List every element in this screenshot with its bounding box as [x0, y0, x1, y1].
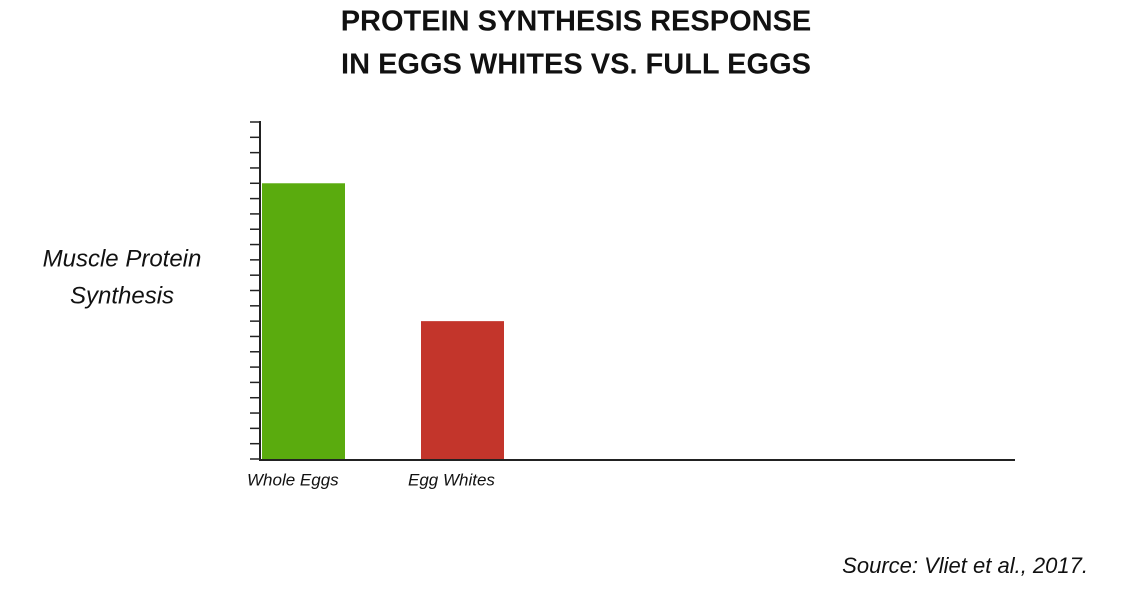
source-note: Source: Vliet et al., 2017. [842, 553, 1088, 578]
x-tick-label: Whole Eggs [247, 470, 339, 489]
bar [262, 183, 345, 460]
chart-title: PROTEIN SYNTHESIS RESPONSE [341, 6, 812, 38]
x-tick-label: Egg Whites [408, 470, 495, 489]
y-axis-label: Muscle Protein [43, 245, 202, 272]
bar [421, 321, 504, 459]
y-axis-label: Synthesis [70, 282, 174, 309]
chart-title: IN EGGS WHITES VS. FULL EGGS [341, 49, 811, 81]
